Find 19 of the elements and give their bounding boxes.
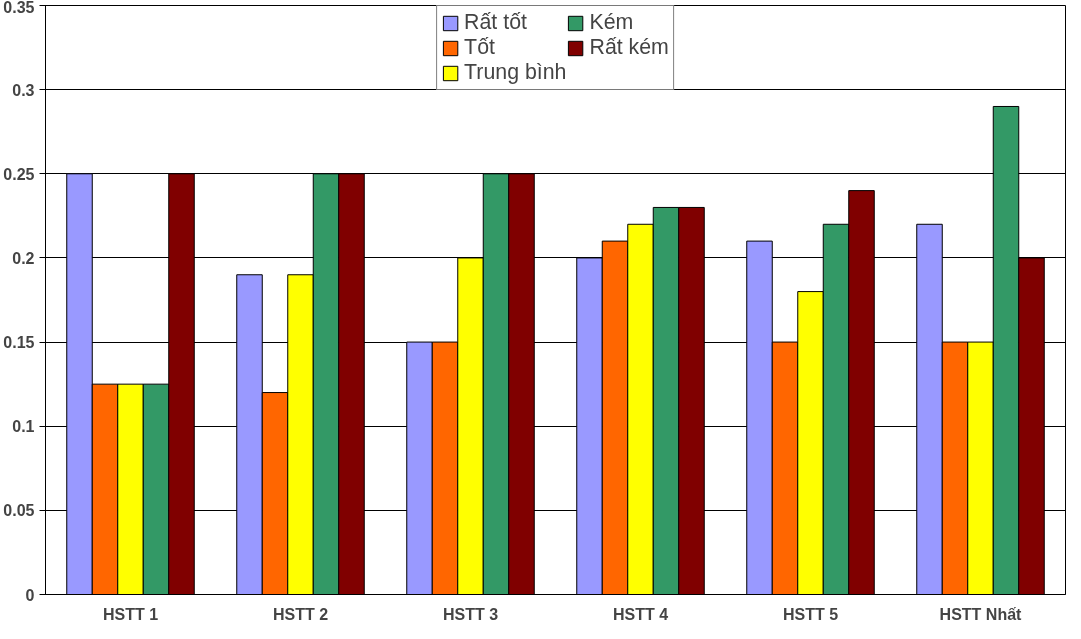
y-tick-label: 0.25 (3, 165, 35, 183)
x-tick-label: HSTT 1 (102, 605, 159, 623)
y-tick-label: 0.3 (12, 81, 35, 99)
y-tick-label: 0.2 (12, 249, 35, 267)
legend-label: Rất kém (589, 35, 669, 60)
x-tick-label: HSTT 3 (442, 605, 499, 623)
y-tick-label: 0.35 (3, 0, 35, 16)
legend-label: Rất tốt (464, 10, 527, 35)
y-tick-label: 0 (25, 586, 35, 604)
legend-label: Kém (589, 10, 634, 35)
x-tick-label: HSTT 4 (612, 605, 669, 623)
x-tick-label: HSTT 2 (272, 605, 329, 623)
x-tick-label: HSTT 5 (782, 605, 839, 623)
y-tick-label: 0.1 (12, 418, 35, 436)
legend-label: Tốt (464, 35, 495, 60)
y-tick-label: 0.15 (3, 334, 35, 352)
x-tick-label: HSTT Nhất (939, 605, 1023, 623)
legend-label: Trung bình (464, 60, 567, 85)
y-tick-label: 0.05 (3, 502, 35, 520)
